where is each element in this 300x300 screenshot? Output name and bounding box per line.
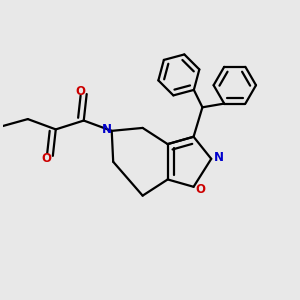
Text: O: O bbox=[75, 85, 85, 98]
Text: N: N bbox=[214, 151, 224, 164]
Text: O: O bbox=[41, 152, 51, 165]
Text: O: O bbox=[195, 183, 205, 196]
Text: N: N bbox=[101, 124, 111, 136]
